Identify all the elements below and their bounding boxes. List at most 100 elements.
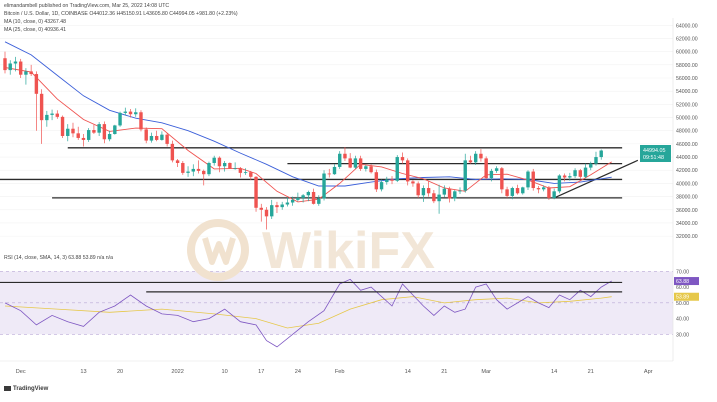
- candle-body: [290, 199, 295, 203]
- candle-body: [411, 181, 415, 184]
- rsi-tick-label: 60.00: [676, 285, 689, 291]
- price-tick-label: 42000.00: [676, 168, 698, 174]
- rsi-tick-label: 40.00: [676, 317, 689, 323]
- candle-body: [306, 191, 311, 196]
- candle-body: [500, 168, 504, 190]
- time-tick-label: Apr: [644, 369, 653, 375]
- price-tick-label: 62000.00: [676, 36, 698, 42]
- candle-body: [484, 158, 488, 179]
- candle-body: [557, 175, 562, 192]
- price-tick-label: 56000.00: [676, 76, 698, 82]
- price-tick-label: 54000.00: [676, 89, 698, 95]
- price-badge-price: 44994.05: [643, 148, 665, 154]
- candle-body: [311, 191, 316, 204]
- candle-body: [573, 170, 577, 177]
- candle-body: [86, 130, 91, 140]
- candle-body: [39, 93, 44, 121]
- candle-body: [343, 153, 347, 159]
- candle-body: [296, 197, 300, 200]
- candle-body: [353, 158, 358, 168]
- candle-body: [547, 187, 551, 198]
- time-tick-label: 2022: [171, 369, 183, 375]
- tradingview-logo: TradingView: [4, 386, 48, 392]
- candle-body: [66, 128, 70, 136]
- candle-body: [348, 158, 352, 168]
- time-tick-label: 14: [405, 369, 411, 375]
- axes: 64000.00 62000.00 60000.00 58000.00 56000.00…: [0, 18, 698, 375]
- candle-body: [458, 190, 462, 192]
- candle-body: [249, 172, 253, 177]
- candle-body: [536, 188, 541, 190]
- price-tick-label: 44000.00: [676, 155, 698, 161]
- price-badge: 44994.05 09:51:48: [640, 145, 671, 162]
- rsi-levels: [0, 281, 623, 293]
- rsi-band: [0, 271, 673, 335]
- candle-body: [97, 124, 101, 133]
- candle-body: [165, 134, 169, 144]
- candle-body: [364, 166, 368, 169]
- candle-body: [505, 189, 509, 196]
- candle-body: [568, 176, 572, 178]
- time-tick-label: 21: [588, 369, 594, 375]
- moving-averages: [4, 41, 612, 203]
- candle-body: [369, 166, 373, 173]
- price-tick-label: 52000.00: [676, 102, 698, 108]
- watermark-text: WikiFX: [262, 222, 435, 280]
- time-tick-label: Feb: [335, 369, 345, 375]
- candle-body: [81, 137, 86, 140]
- candle-body: [515, 188, 520, 194]
- price-tick-label: 64000.00: [676, 23, 698, 29]
- candle-body: [134, 112, 138, 115]
- candle-body: [489, 170, 494, 179]
- candle-body: [18, 61, 23, 75]
- candle-body: [275, 205, 279, 208]
- candle-body: [416, 183, 420, 196]
- rsi-line: [4, 278, 612, 348]
- price-tick-label: 32000.00: [676, 234, 698, 240]
- price-tick-label: 34000.00: [676, 221, 698, 227]
- candle-body: [327, 173, 331, 175]
- candlesticks: [3, 51, 603, 230]
- candle-body: [191, 168, 195, 172]
- rsi-lines: [4, 278, 612, 348]
- candle-body: [34, 74, 39, 94]
- candle-body: [583, 167, 588, 177]
- candle-body: [149, 135, 154, 141]
- candle-body: [254, 176, 258, 208]
- candle-body: [113, 125, 117, 134]
- rsi-badges: 63.88 53.89: [674, 277, 699, 301]
- candle-body: [589, 163, 593, 168]
- candle-body: [45, 114, 49, 121]
- candle-body: [154, 135, 159, 140]
- candle-body: [202, 170, 206, 175]
- candle-body: [24, 71, 28, 75]
- price-tick-label: 48000.00: [676, 129, 698, 135]
- candle-body: [217, 157, 222, 167]
- candle-body: [233, 168, 237, 170]
- candle-body: [212, 157, 216, 163]
- candle-body: [280, 204, 284, 208]
- wikifx-watermark: WikiFX: [187, 219, 435, 281]
- candle-body: [170, 143, 175, 161]
- candle-body: [432, 193, 436, 202]
- candle-body: [259, 207, 263, 210]
- candle-body: [144, 129, 148, 141]
- candle-body: [128, 111, 133, 115]
- rsi-value-label: 53.89: [676, 295, 689, 301]
- candle-body: [421, 188, 426, 196]
- ma10-legend: MA (10, close, 0) 43267.48: [4, 19, 66, 25]
- rsi-value-badge: [674, 277, 699, 286]
- candle-body: [562, 175, 567, 178]
- candle-body: [447, 188, 452, 199]
- candle-body: [181, 162, 185, 173]
- ma25-legend: MA (25, close, 0) 40936.41: [4, 27, 66, 33]
- rsi-tick-label: 50.00: [676, 301, 689, 307]
- candle-body: [322, 173, 326, 199]
- candle-body: [55, 113, 59, 117]
- candle-body: [102, 124, 107, 140]
- rsi-legend: RSI (14, close, SMA, 14, 3) 63.88 53.89 …: [4, 255, 114, 261]
- candle-body: [123, 111, 127, 113]
- candle-body: [196, 168, 201, 171]
- time-tick-label: Mar: [481, 369, 491, 375]
